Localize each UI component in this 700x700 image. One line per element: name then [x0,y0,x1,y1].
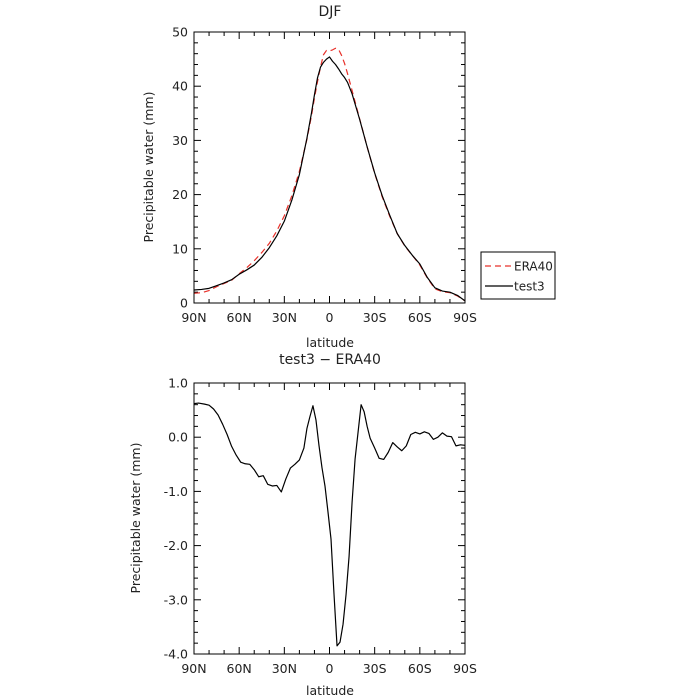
x-tick-label: 60S [408,310,432,325]
y-tick-label: 30 [172,133,188,148]
precipitable-water-panel: DJF latitude Precipitable water (mm) 90N… [141,4,556,350]
legend-box [480,251,556,300]
series-group [193,47,466,302]
x-tick-label: 90S [453,661,477,676]
legend: ERA40 test3 [480,251,556,300]
difference-panel: test3 − ERA40 latitude Precipitable wate… [128,352,477,698]
x-tick-label: 90N [181,310,206,325]
y-tick-label: -2.0 [164,538,188,553]
x-tick-label: 30N [272,310,297,325]
y-tick-label: -1.0 [164,484,188,499]
y-tick-label: 40 [172,79,188,94]
x-tick-label: 30S [363,310,387,325]
panel-title: test3 − ERA40 [279,352,381,368]
y-tick-label: 1.0 [168,376,188,391]
legend-label: test3 [514,280,545,294]
legend-label: ERA40 [514,260,553,274]
y-tick-label: -3.0 [164,592,188,607]
axis-ticks: 90N 60N 30N 0 30S 60S 90S 0 10 20 30 40 50 [172,25,477,326]
plot-frame [193,382,466,655]
y-axis-label: Precipitable water (mm) [128,443,143,594]
axis-ticks: 90N 60N 30N 0 30S 60S 90S -4.0 -3.0 -2.0 -1.0 0.0 1.… [164,376,477,677]
plot-frame [193,31,466,304]
y-axis-label: Precipitable water (mm) [141,92,156,243]
x-tick-label: 30S [363,661,387,676]
x-tick-label: 0 [326,661,334,676]
series-line-difference [193,402,466,647]
x-axis-label: latitude [306,683,354,698]
y-tick-label: 20 [172,187,188,202]
x-axis-label: latitude [306,335,354,350]
panel-title: DJF [319,4,342,20]
x-tick-label: 0 [326,310,334,325]
series-line-test3 [193,56,466,302]
x-tick-label: 60N [227,310,252,325]
x-tick-label: 60S [408,661,432,676]
y-tick-label: 0 [180,296,188,311]
x-tick-label: 60N [227,661,252,676]
y-tick-label: 10 [172,241,188,256]
y-tick-label: 0.0 [168,430,188,445]
x-tick-label: 90S [453,310,477,325]
x-tick-label: 90N [181,661,206,676]
series-group [193,402,466,647]
y-tick-label: 50 [172,25,188,40]
x-tick-label: 30N [272,661,297,676]
y-tick-label: -4.0 [164,647,188,662]
series-line-era40 [193,47,466,302]
